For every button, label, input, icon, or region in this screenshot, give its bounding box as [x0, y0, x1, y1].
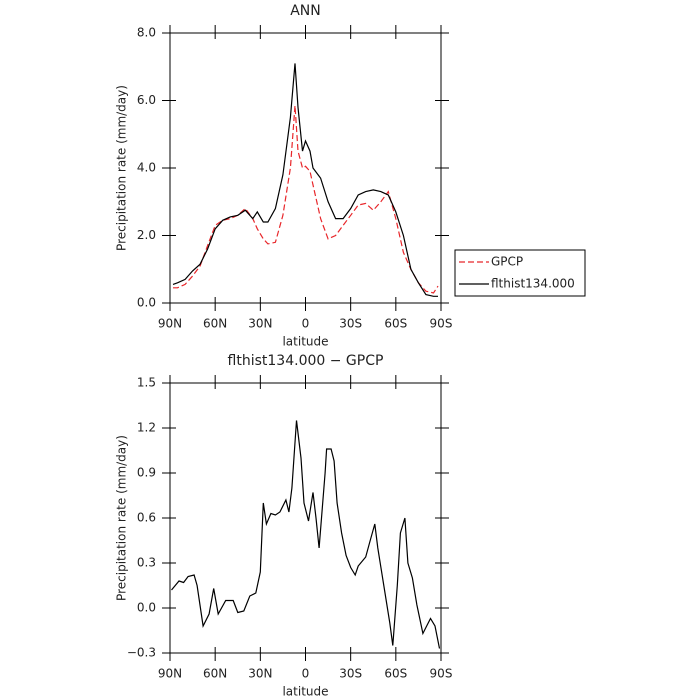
x-tick-label: 30N: [248, 317, 272, 331]
x-tick-label: 90S: [430, 317, 453, 331]
plot-frame: [169, 32, 442, 304]
x-tick-label: 60S: [384, 667, 407, 681]
y-axis-label: Precipitation rate (mm/day): [115, 85, 129, 251]
plot-frame: [169, 382, 442, 654]
y-axis-label: Precipitation rate (mm/day): [115, 435, 129, 601]
chart-title: ANN: [290, 3, 321, 19]
x-tick-label: 90N: [158, 667, 182, 681]
data-line: [172, 63, 438, 297]
x-axis-label: latitude: [282, 335, 328, 349]
x-tick-label: 0: [302, 317, 310, 331]
legend-label: flthist134.000: [491, 277, 575, 291]
y-tick-label: 0.0: [137, 601, 156, 615]
x-axis-label: latitude: [282, 685, 328, 699]
y-tick-label: 2.0: [137, 228, 156, 242]
x-tick-label: 90S: [430, 667, 453, 681]
y-tick-label: 6.0: [137, 93, 156, 107]
y-tick-label: −0.3: [127, 646, 156, 660]
y-tick-label: 0.3: [137, 556, 156, 570]
x-tick-label: 60N: [203, 317, 227, 331]
legend-box: [454, 249, 586, 297]
data-line: [173, 105, 439, 294]
y-tick-label: 0.0: [137, 296, 156, 310]
y-tick-label: 1.5: [137, 376, 156, 390]
data-line: [171, 420, 441, 649]
legend-label: GPCP: [491, 255, 523, 269]
y-tick-label: 4.0: [137, 161, 156, 175]
chart-title: flthist134.000 − GPCP: [228, 353, 384, 369]
y-tick-label: 0.9: [137, 466, 156, 480]
x-tick-label: 90N: [158, 317, 182, 331]
x-tick-label: 30N: [248, 667, 272, 681]
y-tick-label: 8.0: [137, 26, 156, 40]
x-tick-label: 60S: [384, 317, 407, 331]
y-tick-label: 0.6: [137, 511, 156, 525]
y-tick-label: 1.2: [137, 421, 156, 435]
x-tick-label: 0: [302, 667, 310, 681]
x-tick-label: 30S: [339, 667, 362, 681]
x-tick-label: 60N: [203, 667, 227, 681]
x-tick-label: 30S: [339, 317, 362, 331]
